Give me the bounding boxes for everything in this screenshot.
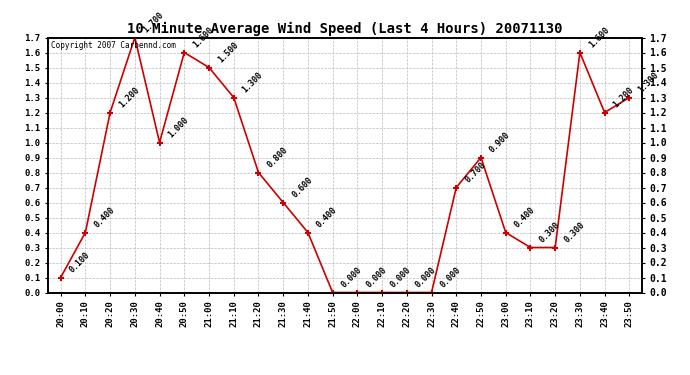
Text: 1.200: 1.200 — [611, 86, 635, 110]
Text: Copyright 2007 Carbennd.com: Copyright 2007 Carbennd.com — [51, 41, 176, 50]
Title: 10 Minute Average Wind Speed (Last 4 Hours) 20071130: 10 Minute Average Wind Speed (Last 4 Hou… — [127, 22, 563, 36]
Text: 1.000: 1.000 — [166, 116, 190, 140]
Text: 0.000: 0.000 — [389, 266, 413, 290]
Text: 0.300: 0.300 — [562, 220, 586, 245]
Text: 0.600: 0.600 — [290, 176, 314, 200]
Text: 1.500: 1.500 — [216, 40, 240, 65]
Text: 1.600: 1.600 — [191, 26, 215, 50]
Text: 1.300: 1.300 — [241, 70, 265, 95]
Text: 0.400: 0.400 — [315, 206, 339, 230]
Text: 0.900: 0.900 — [488, 130, 512, 155]
Text: 0.000: 0.000 — [414, 266, 437, 290]
Text: 1.300: 1.300 — [636, 70, 660, 95]
Text: 0.700: 0.700 — [463, 160, 487, 185]
Text: 0.800: 0.800 — [266, 146, 289, 170]
Text: 1.200: 1.200 — [117, 86, 141, 110]
Text: 0.000: 0.000 — [438, 266, 462, 290]
Text: 0.000: 0.000 — [339, 266, 364, 290]
Text: 0.400: 0.400 — [92, 206, 117, 230]
Text: 0.400: 0.400 — [513, 206, 537, 230]
Text: 0.000: 0.000 — [364, 266, 388, 290]
Text: 0.100: 0.100 — [68, 251, 92, 275]
Text: 0.300: 0.300 — [538, 220, 562, 245]
Text: 1.700: 1.700 — [141, 10, 166, 35]
Text: 1.600: 1.600 — [586, 26, 611, 50]
